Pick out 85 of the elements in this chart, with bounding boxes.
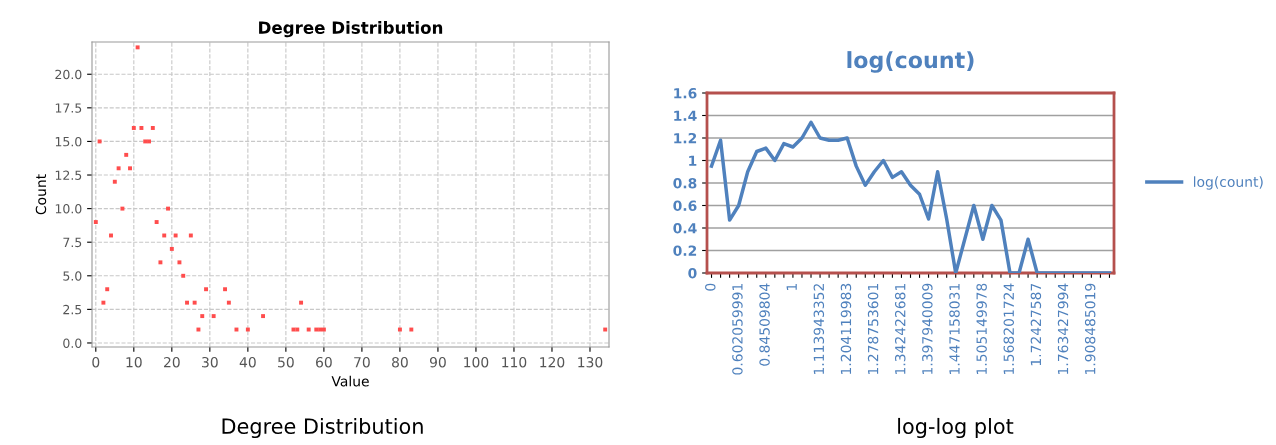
point — [135, 45, 140, 50]
point — [112, 179, 117, 184]
x-tick-label: 30 — [202, 356, 218, 368]
y-tick-label: 1.2 — [674, 132, 697, 144]
legend-label: log(count) — [1193, 176, 1263, 190]
x-tick-label: 90 — [429, 356, 446, 368]
x-tick-label: 0 — [92, 356, 100, 368]
point — [143, 139, 148, 144]
y-tick-label: 1.6 — [674, 87, 697, 99]
y-tick-label: 17.5 — [55, 103, 82, 113]
x-tick-label: 100 — [464, 356, 489, 368]
point — [93, 220, 98, 225]
point — [101, 300, 106, 305]
x-tick-label: 1.342422681 — [894, 284, 906, 374]
y-tick-label: 0 — [688, 267, 697, 279]
point — [105, 287, 110, 292]
point — [158, 260, 163, 265]
x-tick-label: 1.568201724 — [1003, 283, 1015, 374]
x-tick-label: 1.397940009 — [922, 283, 933, 374]
x-tick-label: 0 — [705, 283, 716, 291]
y-tick-label: 20.0 — [55, 69, 82, 80]
point — [169, 246, 174, 251]
point — [261, 314, 266, 319]
x-tick-label: 120 — [540, 356, 565, 368]
y-tick-label: 1 — [689, 155, 697, 166]
x-tick-label: 1.278753601 — [867, 284, 879, 374]
point — [131, 126, 136, 130]
y-tick-label: 12.5 — [55, 170, 82, 180]
y-tick-label: 15.0 — [55, 136, 82, 147]
y-tick-label: 0.8 — [673, 177, 697, 189]
point — [185, 300, 189, 305]
point — [223, 287, 228, 292]
chart-title: log(count) — [847, 51, 974, 73]
y-tick-label: 10.0 — [55, 204, 82, 214]
y-tick-label: 2.5 — [63, 304, 82, 315]
x-tick-label: 20 — [164, 356, 180, 368]
x-tick-label: 0.602059991 — [732, 284, 743, 375]
y-tick-label: 7.5 — [63, 237, 82, 248]
point — [128, 166, 132, 171]
x-tick-label: 130 — [578, 356, 603, 368]
line-series — [709, 120, 1112, 273]
x-tick-label: 10 — [126, 356, 142, 368]
y-tick-label: 5.0 — [63, 271, 82, 281]
point — [299, 300, 304, 305]
x-tick-label: 1.505149978 — [976, 283, 987, 374]
y-tick-label: 1.4 — [674, 110, 697, 121]
text: Degree Distribution — [222, 417, 423, 439]
y-tick-label: 0.6 — [673, 200, 697, 211]
x-tick-label: 80 — [392, 356, 408, 368]
x-tick-label: 40 — [239, 356, 256, 368]
point — [226, 300, 231, 305]
y-tick-label: 0.2 — [673, 245, 697, 256]
point — [211, 314, 216, 319]
point — [204, 287, 209, 292]
point — [192, 300, 197, 305]
x-tick-label: 1.763427994 — [1057, 283, 1069, 374]
x-tick-label: 1.908485019 — [1084, 283, 1096, 374]
x-tick-label: 1.447158031 — [949, 284, 960, 374]
x-tick-label: 70 — [354, 356, 370, 368]
x-tick-label: 50 — [278, 356, 294, 368]
point — [124, 152, 129, 157]
x-tick-label: 0.84509804 — [759, 283, 770, 366]
point — [139, 126, 144, 130]
point — [116, 166, 121, 171]
x-tick-label: 110 — [502, 356, 527, 368]
point — [200, 314, 205, 319]
point — [177, 260, 182, 265]
text: log-log plot — [898, 417, 1014, 439]
x-tick-label: 1 — [786, 284, 797, 291]
point — [147, 139, 151, 144]
point — [181, 273, 186, 278]
y-axis-title: Count — [35, 174, 47, 215]
point — [150, 126, 155, 130]
x-tick-label: 1.113943352 — [813, 284, 825, 374]
point — [154, 220, 159, 225]
point — [166, 206, 170, 211]
x-axis-title: Value — [331, 375, 369, 387]
chart-title: Degree Distribution — [259, 21, 443, 38]
x-tick-label: 60 — [316, 356, 332, 368]
x-tick-label: 1.72427587 — [1030, 283, 1042, 366]
y-tick-label: 0.0 — [63, 338, 82, 348]
x-tick-label: 1.204119983 — [840, 283, 852, 374]
point — [120, 206, 125, 211]
y-tick-label: 0.4 — [673, 222, 697, 234]
point — [97, 139, 102, 144]
